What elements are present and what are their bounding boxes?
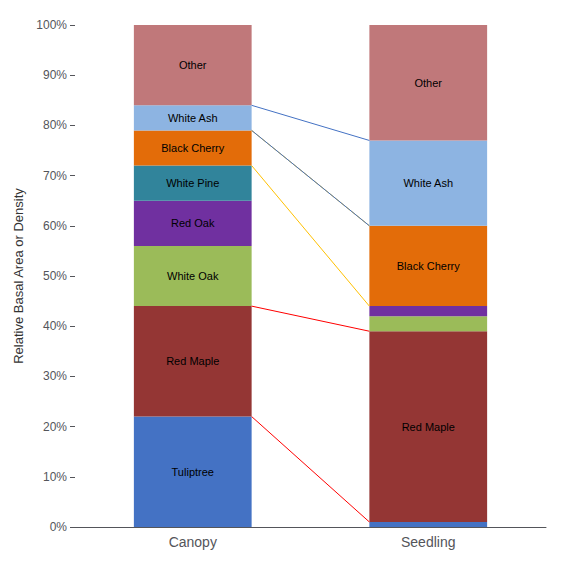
svg-text:0%: 0%	[50, 520, 68, 534]
svg-text:Other: Other	[179, 59, 207, 71]
svg-text:100%: 100%	[36, 18, 67, 32]
svg-text:70%: 70%	[43, 169, 67, 183]
svg-text:10%: 10%	[43, 470, 67, 484]
svg-text:White Ash: White Ash	[403, 177, 453, 189]
svg-text:Red Maple: Red Maple	[166, 355, 219, 367]
svg-text:Red Maple: Red Maple	[402, 421, 455, 433]
svg-text:Relative Basal Area or Density: Relative Basal Area or Density	[11, 188, 26, 364]
svg-text:White Ash: White Ash	[168, 112, 218, 124]
svg-text:Black Cherry: Black Cherry	[397, 260, 460, 272]
svg-text:Black Cherry: Black Cherry	[161, 142, 224, 154]
svg-text:40%: 40%	[43, 319, 67, 333]
svg-text:90%: 90%	[43, 68, 67, 82]
svg-text:30%: 30%	[43, 369, 67, 383]
svg-text:White Pine: White Pine	[166, 177, 219, 189]
svg-text:Red Oak: Red Oak	[171, 217, 215, 229]
svg-text:Tuliptree: Tuliptree	[172, 466, 214, 478]
svg-text:Canopy: Canopy	[169, 534, 217, 550]
svg-text:White Oak: White Oak	[167, 270, 219, 282]
svg-text:60%: 60%	[43, 219, 67, 233]
svg-text:50%: 50%	[43, 269, 67, 283]
svg-text:20%: 20%	[43, 420, 67, 434]
svg-text:Other: Other	[414, 77, 442, 89]
svg-text:80%: 80%	[43, 118, 67, 132]
svg-text:Seedling: Seedling	[401, 534, 456, 550]
